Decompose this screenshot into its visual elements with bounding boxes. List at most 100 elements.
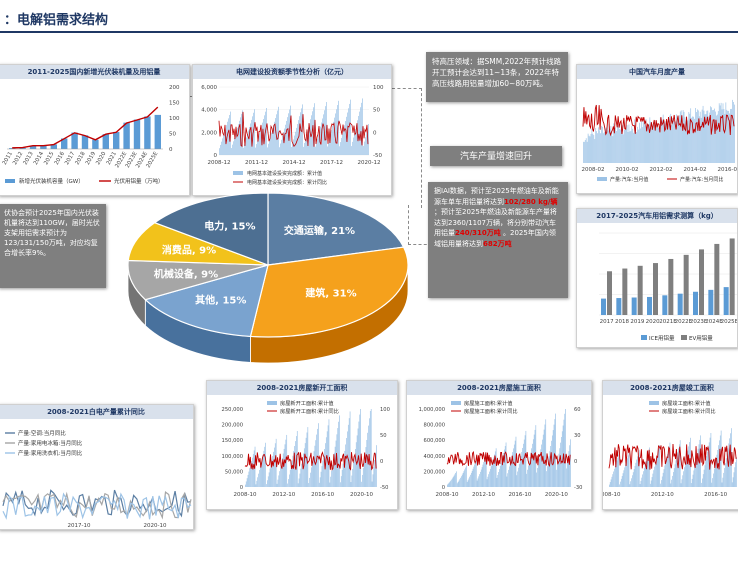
auto-bar bbox=[633, 132, 635, 163]
pie-slice-2 bbox=[144, 264, 269, 338]
grid-bar bbox=[330, 134, 331, 155]
auto-bar bbox=[700, 117, 702, 163]
auto-bar bbox=[702, 105, 704, 163]
house-bar bbox=[548, 456, 550, 487]
auto-bar bbox=[697, 109, 698, 163]
house-x-tick: 2008-10 bbox=[603, 492, 621, 498]
auto-bar bbox=[671, 125, 673, 163]
house-bar bbox=[263, 450, 265, 487]
house-bar bbox=[726, 453, 728, 487]
grid-bar bbox=[305, 139, 306, 155]
house-bar bbox=[725, 458, 727, 487]
house-bar bbox=[313, 451, 315, 487]
autoal-x-tick: 2017 bbox=[600, 319, 614, 325]
house-x-tick: 2012-10 bbox=[651, 492, 674, 498]
house-bar bbox=[641, 477, 643, 487]
auto-bar bbox=[640, 121, 642, 163]
appl-x-tick: 2020-10 bbox=[144, 523, 167, 529]
house-bar bbox=[362, 468, 364, 487]
house-bar bbox=[547, 466, 548, 487]
pv-bar-2023E bbox=[133, 119, 141, 149]
house-legend-2: 房屋竣工面积:累计同比 bbox=[662, 407, 716, 415]
grid-bar bbox=[228, 118, 229, 155]
house-bar bbox=[245, 484, 246, 487]
house-bar bbox=[648, 450, 649, 487]
house-bar bbox=[617, 457, 619, 487]
house-bar bbox=[330, 476, 332, 487]
grid-bar bbox=[267, 147, 268, 155]
house-bar bbox=[341, 469, 343, 487]
grid-x-tick: 2017-12 bbox=[320, 160, 343, 166]
auto-bar bbox=[689, 113, 691, 163]
house-bar bbox=[481, 467, 483, 487]
auto-note-red-1: 102/280 kg/辆 bbox=[504, 197, 558, 206]
house-bar bbox=[654, 466, 655, 487]
auto-legend-2: 产量:汽车:当月同比 bbox=[680, 176, 723, 183]
grid-bar bbox=[368, 124, 369, 155]
house-bar bbox=[370, 409, 372, 487]
auto-bar bbox=[628, 124, 630, 163]
autoal-x-tick: 2019 bbox=[630, 319, 644, 325]
house-bar bbox=[672, 475, 673, 487]
house-y-tick: 200,000 bbox=[222, 423, 243, 429]
house-bar bbox=[678, 444, 680, 487]
house-bar bbox=[517, 471, 518, 487]
auto-bar bbox=[598, 127, 599, 163]
house-bar bbox=[462, 472, 464, 487]
house-bar bbox=[374, 459, 376, 487]
house-bar bbox=[471, 470, 473, 487]
grid-bar bbox=[348, 108, 349, 155]
auto-bar bbox=[710, 106, 711, 163]
house-bar bbox=[300, 468, 302, 487]
pv-bar-2014 bbox=[40, 145, 47, 149]
house-bar bbox=[560, 442, 561, 487]
grid-bar bbox=[296, 127, 297, 155]
auto-bar bbox=[656, 121, 657, 163]
pv-bar-2019 bbox=[92, 139, 99, 149]
pie-label-5: 电力, 15% bbox=[204, 220, 255, 233]
house-bar bbox=[498, 472, 499, 487]
auto-bar bbox=[650, 121, 652, 163]
house-bar bbox=[476, 480, 478, 487]
house-bar bbox=[698, 444, 700, 487]
house-bar bbox=[620, 478, 622, 487]
house-bar bbox=[328, 419, 330, 487]
grid-bar bbox=[225, 128, 226, 155]
appl-line-2 bbox=[2, 492, 192, 520]
house-bar bbox=[723, 472, 725, 487]
auto-bar bbox=[583, 141, 585, 163]
house-bar bbox=[344, 450, 346, 487]
house-bar bbox=[696, 457, 697, 487]
grid-bar bbox=[220, 144, 221, 155]
house-bar bbox=[358, 421, 360, 487]
uhv-note: 特高压领域：据SMM,2022年预计线路开工预计会达到11~13条，2022年特… bbox=[426, 52, 568, 102]
house-y2-tick: 60 bbox=[574, 407, 581, 413]
auto-bar bbox=[694, 118, 695, 163]
house-bar bbox=[697, 448, 699, 487]
house-bar bbox=[366, 439, 368, 487]
grid-bar bbox=[255, 147, 256, 155]
house-bar bbox=[464, 469, 466, 487]
pv-bar-2018 bbox=[81, 135, 89, 149]
grid-bar bbox=[268, 143, 269, 155]
grid-bar bbox=[224, 131, 225, 155]
house-bar bbox=[716, 454, 718, 487]
house-bar bbox=[376, 445, 377, 487]
autoal-bar-1 bbox=[683, 254, 689, 315]
house-bar bbox=[538, 458, 540, 487]
grid-bar bbox=[328, 142, 329, 155]
pv-y-tick: 100 bbox=[169, 116, 180, 122]
auto-bar bbox=[601, 125, 602, 163]
appl-legend-label: 产量:家用洗衣机:当月同比 bbox=[18, 449, 83, 457]
auto-bar bbox=[644, 125, 646, 163]
house-bar bbox=[615, 463, 617, 487]
house-y-tick: 1,000,000 bbox=[419, 407, 445, 413]
house-bar bbox=[665, 461, 667, 487]
house-bar bbox=[484, 459, 485, 487]
house-bar bbox=[570, 439, 571, 487]
house-bar bbox=[363, 461, 365, 487]
auto-bar bbox=[588, 135, 590, 163]
house-bar bbox=[338, 421, 339, 487]
auto-bar bbox=[583, 141, 584, 163]
auto-bar bbox=[632, 128, 634, 163]
